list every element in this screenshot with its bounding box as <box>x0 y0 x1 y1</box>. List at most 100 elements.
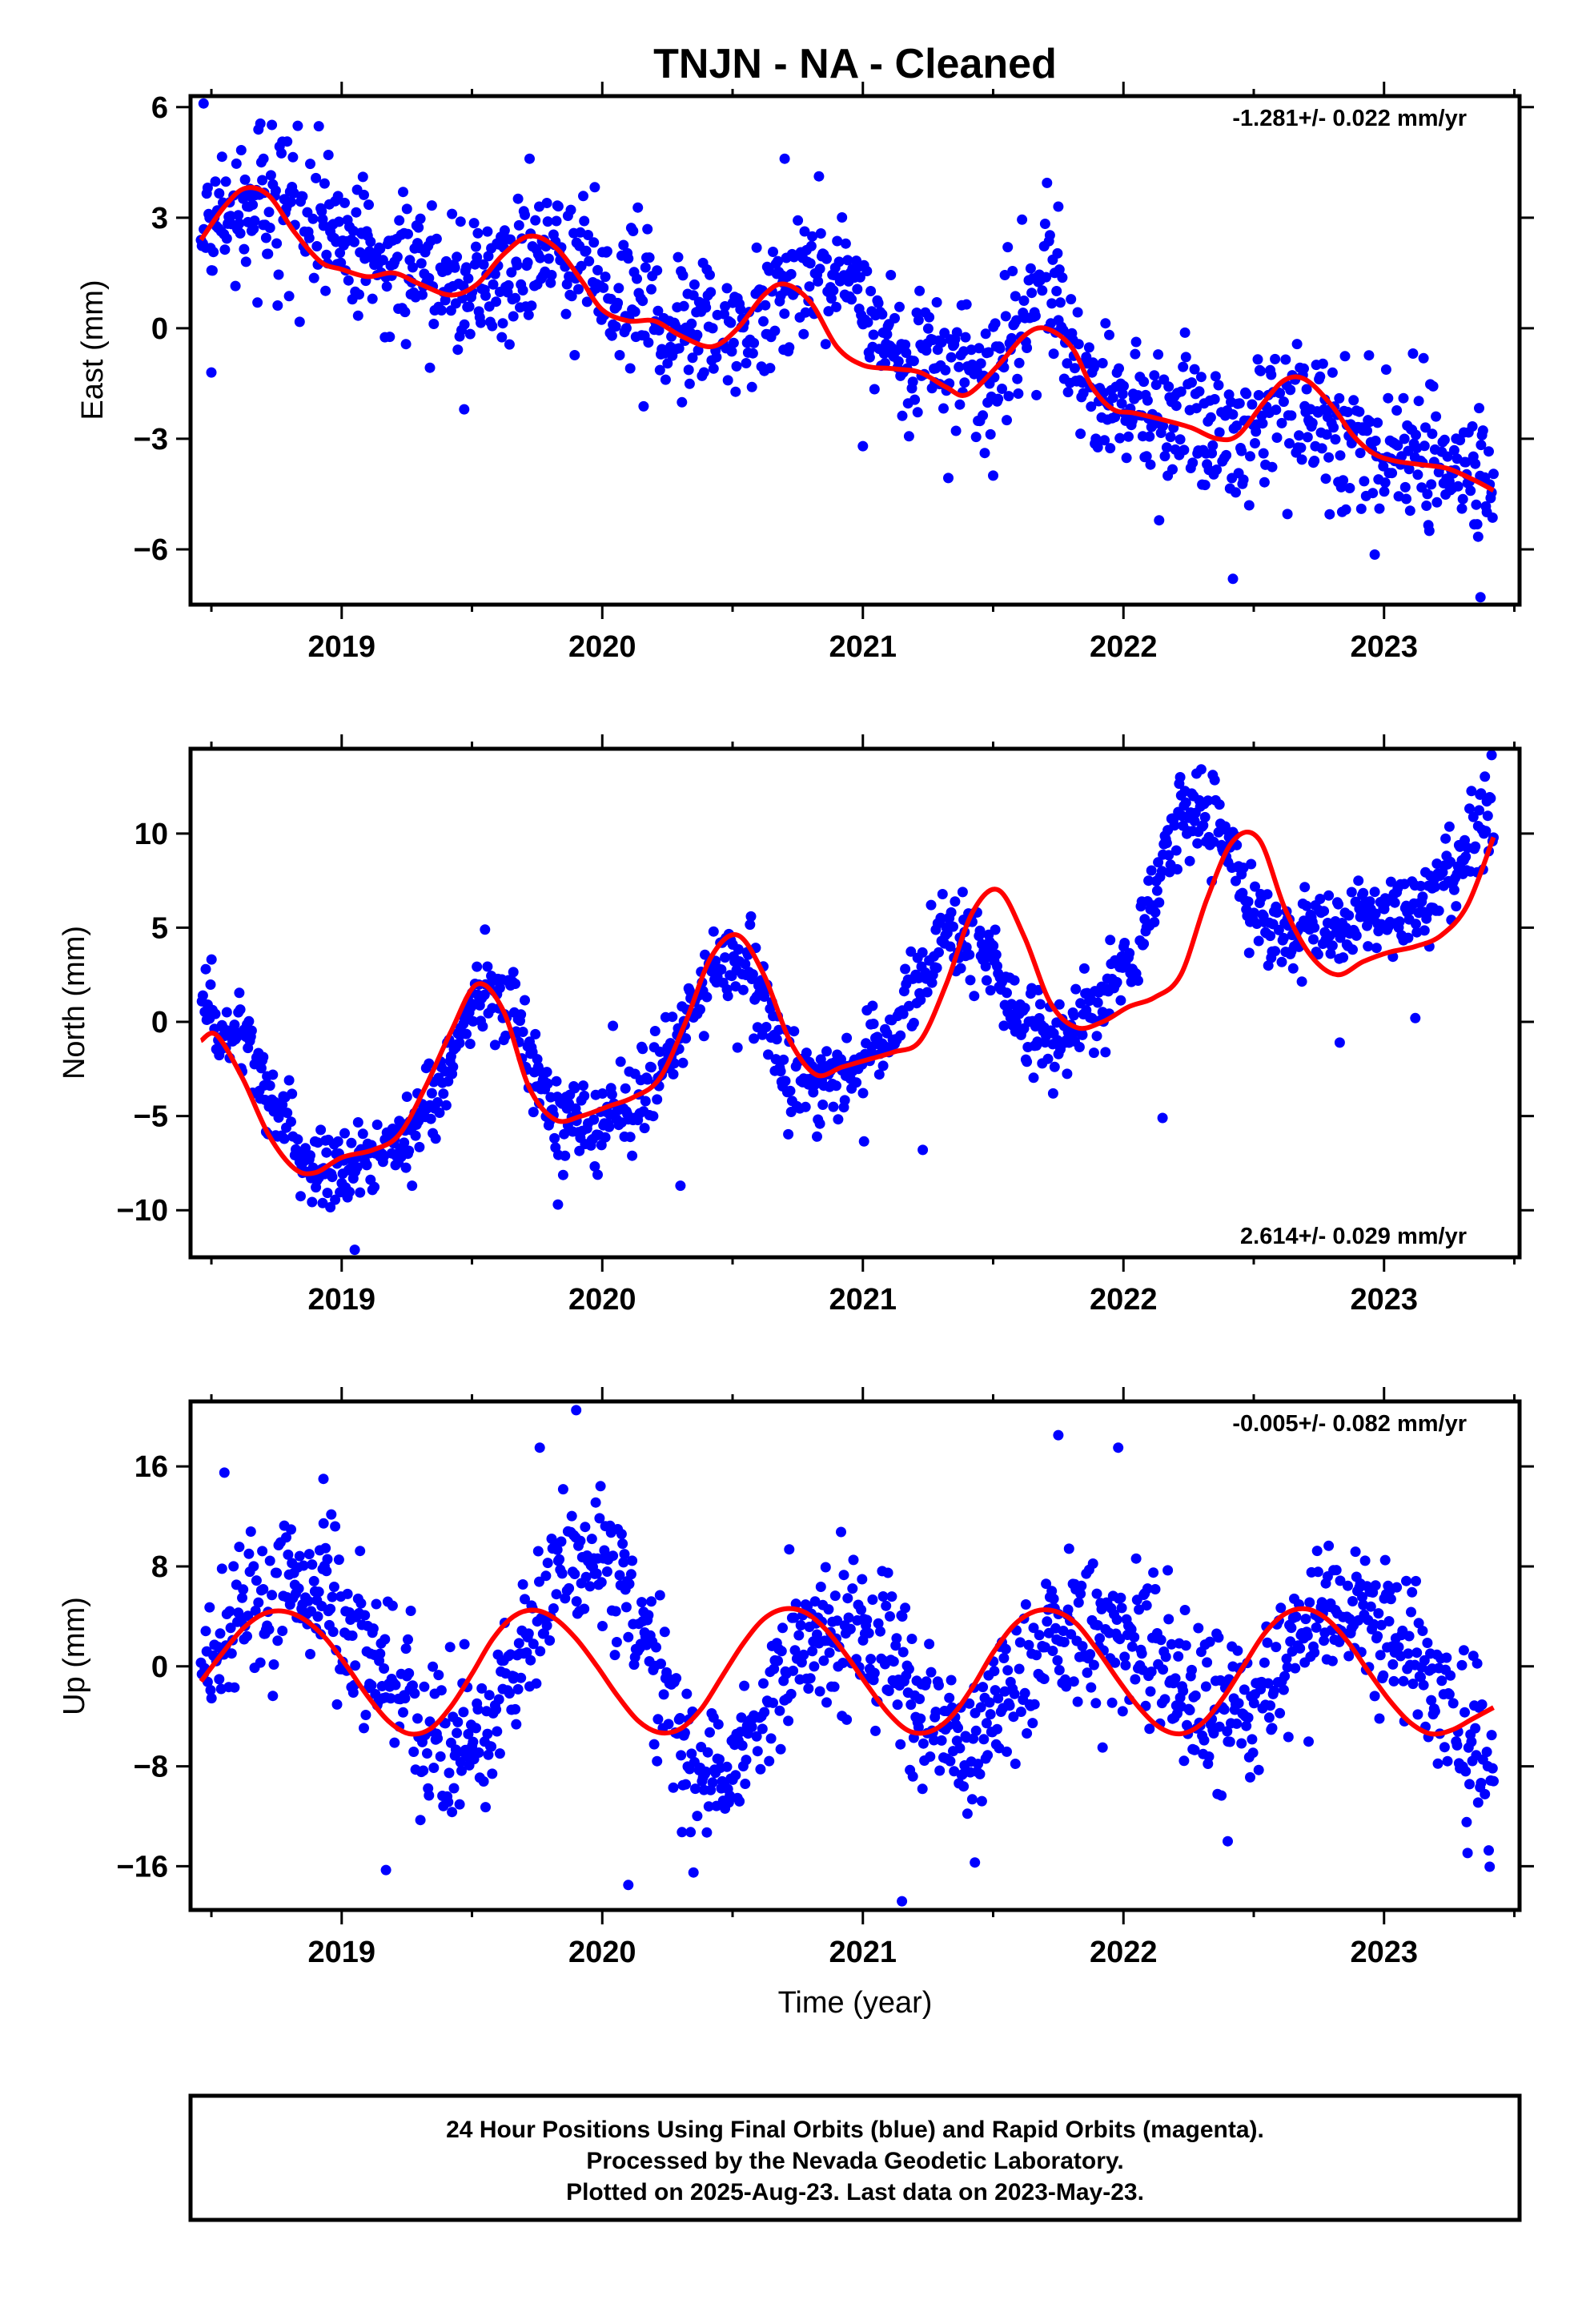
up-position-point <box>424 1790 435 1801</box>
up-position-point <box>1180 1640 1191 1651</box>
up-position-point <box>286 1524 296 1535</box>
north-position-point <box>1415 880 1426 891</box>
north-position-point <box>615 1056 626 1068</box>
east-position-point <box>1266 369 1277 380</box>
east-ytick-label: −6 <box>134 533 168 567</box>
north-position-point <box>867 1000 878 1011</box>
north-position-point <box>698 1031 709 1042</box>
north-position-point <box>1287 963 1299 974</box>
up-position-point <box>843 1612 854 1623</box>
east-position-point <box>901 348 912 358</box>
north-xtick-label: 2019 <box>308 1283 376 1317</box>
east-position-point <box>233 210 244 221</box>
up-position-point <box>360 1710 371 1720</box>
north-ytick-label: −10 <box>117 1194 168 1228</box>
up-position-point <box>215 1628 226 1639</box>
east-position-point <box>1267 461 1278 472</box>
east-position-point <box>815 228 826 239</box>
up-position-point <box>788 1665 799 1676</box>
up-position-point <box>820 1562 831 1573</box>
east-position-point <box>909 394 921 405</box>
up-position-point <box>1002 1746 1012 1757</box>
north-position-point <box>665 1038 676 1049</box>
north-position-point <box>267 1069 279 1080</box>
east-position-point <box>978 410 989 421</box>
up-position-point <box>1184 1705 1195 1715</box>
north-position-point <box>1214 799 1225 810</box>
up-position-point <box>1163 1614 1174 1625</box>
north-position-point <box>955 963 966 974</box>
east-position-point <box>644 252 655 263</box>
east-position-point <box>878 348 889 359</box>
east-position-point <box>354 289 364 300</box>
east-position-point <box>642 223 653 235</box>
up-position-point <box>815 1582 826 1592</box>
up-position-point <box>773 1655 783 1667</box>
north-position-point <box>541 1067 552 1078</box>
east-position-point <box>793 215 804 226</box>
east-position-point <box>1278 396 1289 408</box>
north-position-point <box>361 1160 372 1171</box>
east-position-point <box>424 272 435 283</box>
east-position-point <box>1374 503 1385 514</box>
east-grid: 2019 2020 2021 2022 2023 6 3 0 −3 −6 <box>134 82 1534 664</box>
east-position-point <box>216 151 227 163</box>
up-position-point <box>1375 1650 1386 1661</box>
up-position-point <box>768 1697 778 1708</box>
east-position-point <box>1105 443 1116 454</box>
up-position-point <box>917 1738 929 1749</box>
north-position-point <box>1371 943 1382 954</box>
up-position-point <box>1155 1634 1166 1646</box>
east-position-point <box>1327 367 1338 378</box>
north-position-point <box>1271 907 1283 918</box>
up-position-point <box>1054 1665 1065 1675</box>
east-position-point <box>1344 483 1355 493</box>
east-position-point <box>1252 354 1263 365</box>
east-position-point <box>472 227 484 239</box>
up-position-point <box>668 1782 679 1793</box>
up-position-point <box>452 1716 464 1727</box>
east-position-point <box>914 285 926 296</box>
east-position-point <box>1391 405 1403 416</box>
up-position-outlier <box>1053 1429 1064 1441</box>
east-position-point <box>1315 371 1326 382</box>
north-position-point <box>1133 975 1143 986</box>
footer-box: 24 Hour Positions Using Final Orbits (bl… <box>188 2093 1522 2222</box>
up-position-point <box>1178 1686 1189 1696</box>
north-position-outlier <box>480 924 491 935</box>
up-position-point <box>1189 1744 1200 1755</box>
up-position-point <box>571 1596 582 1607</box>
north-position-point <box>639 1123 650 1134</box>
east-position-point <box>613 283 624 294</box>
east-position-point <box>252 297 263 308</box>
up-position-point <box>701 1827 713 1838</box>
east-position-point <box>1392 440 1403 451</box>
up-position-point <box>253 1597 264 1608</box>
north-position-point <box>448 1061 459 1072</box>
east-position-point <box>1471 499 1482 510</box>
up-position-point <box>1077 1641 1088 1652</box>
east-position-point <box>1077 377 1088 388</box>
north-position-point <box>745 919 756 931</box>
up-position-point <box>1486 1730 1497 1741</box>
east-position-point <box>552 201 564 212</box>
up-position-point <box>915 1713 926 1724</box>
up-position-point <box>656 1659 666 1669</box>
up-position-point <box>226 1648 237 1659</box>
north-position-point <box>980 961 991 972</box>
up-position-point <box>1456 1659 1468 1671</box>
up-position-point <box>981 1718 992 1729</box>
north-position-point <box>720 952 731 963</box>
east-position-point <box>677 396 688 408</box>
east-position-point <box>483 251 494 262</box>
up-position-point <box>1129 1631 1140 1642</box>
east-position-point <box>730 386 741 397</box>
east-position-point <box>323 150 334 160</box>
east-position-point <box>265 170 276 181</box>
footer-line-1: 24 Hour Positions Using Final Orbits (bl… <box>446 2117 1264 2143</box>
east-position-point <box>1340 504 1351 515</box>
north-position-point <box>1180 797 1191 808</box>
up-position-point <box>251 1575 262 1586</box>
up-position-point <box>809 1661 820 1672</box>
north-position-point <box>988 940 999 951</box>
